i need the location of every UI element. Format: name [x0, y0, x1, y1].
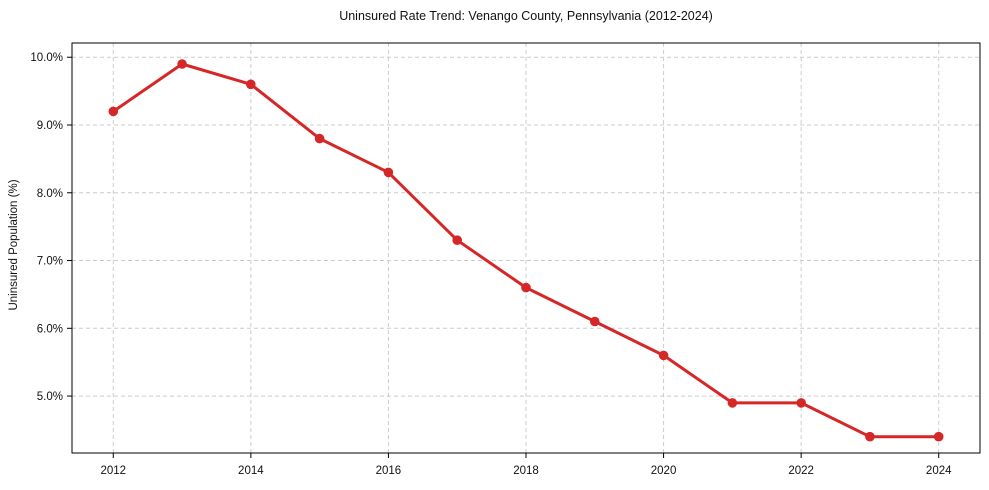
- data-point-2023: [865, 431, 875, 442]
- data-point-2022: [796, 398, 806, 408]
- data-point-2018: [521, 282, 531, 293]
- data-point-2017: [452, 235, 463, 245]
- y-tick-label: 8.0%: [37, 188, 63, 200]
- y-tick-label: 7.0%: [37, 256, 63, 268]
- y-tick-label: 6.0%: [37, 323, 63, 335]
- data-point-2016: [383, 167, 394, 178]
- data-point-2012: [108, 106, 119, 117]
- data-point-2013: [177, 59, 187, 69]
- data-point-2015: [314, 133, 325, 144]
- x-tick-label: 2020: [651, 465, 677, 477]
- x-tick-label: 2016: [376, 465, 402, 477]
- data-point-2024: [933, 431, 944, 442]
- y-tick-label: 5.0%: [37, 391, 63, 403]
- x-tick-label: 2018: [513, 465, 539, 477]
- y-tick-label: 9.0%: [37, 120, 63, 132]
- data-point-2019: [590, 316, 600, 327]
- x-tick-label: 2014: [238, 465, 264, 477]
- plot-border: [71, 42, 981, 454]
- x-tick-label: 2012: [100, 465, 126, 477]
- data-point-2020: [658, 350, 669, 361]
- x-tick-label: 2022: [788, 465, 814, 477]
- data-point-2014: [246, 79, 256, 90]
- data-point-2021: [727, 398, 738, 408]
- chart-title: Uninsured Rate Trend: Venango County, Pe…: [339, 9, 713, 23]
- x-tick-label: 2024: [926, 465, 952, 477]
- y-tick-label: 10.0%: [30, 52, 63, 64]
